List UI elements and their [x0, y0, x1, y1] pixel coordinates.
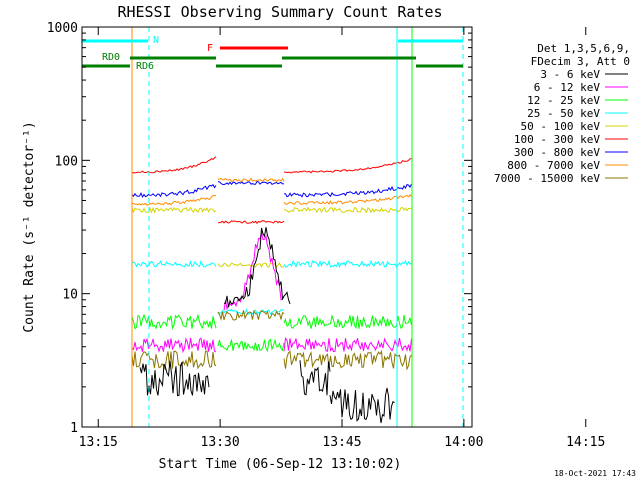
flag-label-rd6: RD6	[136, 61, 154, 72]
series-trace-300-800-kev	[217, 181, 285, 186]
y-axis-label: Count Rate (s⁻¹ detector⁻¹)	[22, 121, 37, 332]
flag-label-f: F	[207, 43, 213, 54]
y-tick-label: 10	[62, 288, 78, 303]
flag-label-n: N	[153, 35, 159, 46]
series-trace-6-12-kev	[223, 232, 285, 311]
chart-title: RHESSI Observing Summary Count Rates	[117, 3, 442, 21]
y-tick-label: 100	[55, 154, 78, 169]
x-tick-label: 13:45	[322, 435, 361, 450]
y-tick-label: 1000	[47, 21, 78, 36]
flag-label-rd0: RD0	[102, 52, 120, 63]
legend-entry-label: 7000 - 15000 keV	[494, 172, 600, 185]
y-tick-label: 1	[70, 421, 78, 436]
legend-header: Det 1,3,5,6,9,	[537, 42, 630, 55]
legend: Det 1,3,5,6,9,FDecim 3, Att 03 - 6 keV6 …	[494, 42, 630, 185]
series-trace-50-100-kev	[131, 206, 412, 214]
legend-entry-label: 6 - 12 keV	[534, 81, 601, 94]
x-tick-label: 13:15	[79, 435, 118, 450]
legend-entry-label: 800 - 7000 keV	[507, 159, 600, 172]
legend-header: FDecim 3, Att 0	[531, 55, 630, 68]
y-axis: 1 10 100 1000	[47, 21, 472, 436]
legend-entry-label: 300 - 800 keV	[514, 146, 600, 159]
series-trace-100-300-kev	[217, 220, 285, 225]
series-trace-800-7000-kev	[217, 177, 285, 183]
series-trace-6-12-kev	[131, 337, 412, 354]
series-trace-7000-15000-kev	[217, 309, 285, 322]
x-tick-label: 13:30	[201, 435, 240, 450]
series-trace-12-25-kev	[217, 338, 285, 353]
legend-entry-label: 12 - 25 keV	[527, 94, 600, 107]
series-trace-12-25-kev	[131, 313, 412, 330]
legend-entry-label: 3 - 6 keV	[540, 68, 600, 81]
x-tick-label: 14:00	[444, 435, 483, 450]
series-trace-800-7000-kev	[131, 193, 412, 206]
x-axis-label: Start Time (06-Sep-12 13:10:02)	[159, 457, 402, 472]
plot-frame	[81, 26, 473, 428]
legend-entry-label: 50 - 100 keV	[521, 120, 601, 133]
legend-entry-label: 100 - 300 keV	[514, 133, 600, 146]
series-trace-25-50-kev	[131, 259, 412, 269]
plot-area: N F RD0 RD6	[82, 27, 464, 427]
series-trace-300-800-kev	[131, 183, 412, 198]
series-trace-7000-15000-kev	[131, 349, 412, 371]
series-trace-3-6-kev	[223, 227, 291, 308]
legend-entry-label: 25 - 50 keV	[527, 107, 600, 120]
series-trace-3-6-kev	[139, 360, 395, 424]
timestamp: 18-Oct-2021 17:43	[554, 469, 636, 478]
x-tick-label: 14:15	[566, 435, 605, 450]
series-trace-100-300-kev	[131, 156, 412, 174]
